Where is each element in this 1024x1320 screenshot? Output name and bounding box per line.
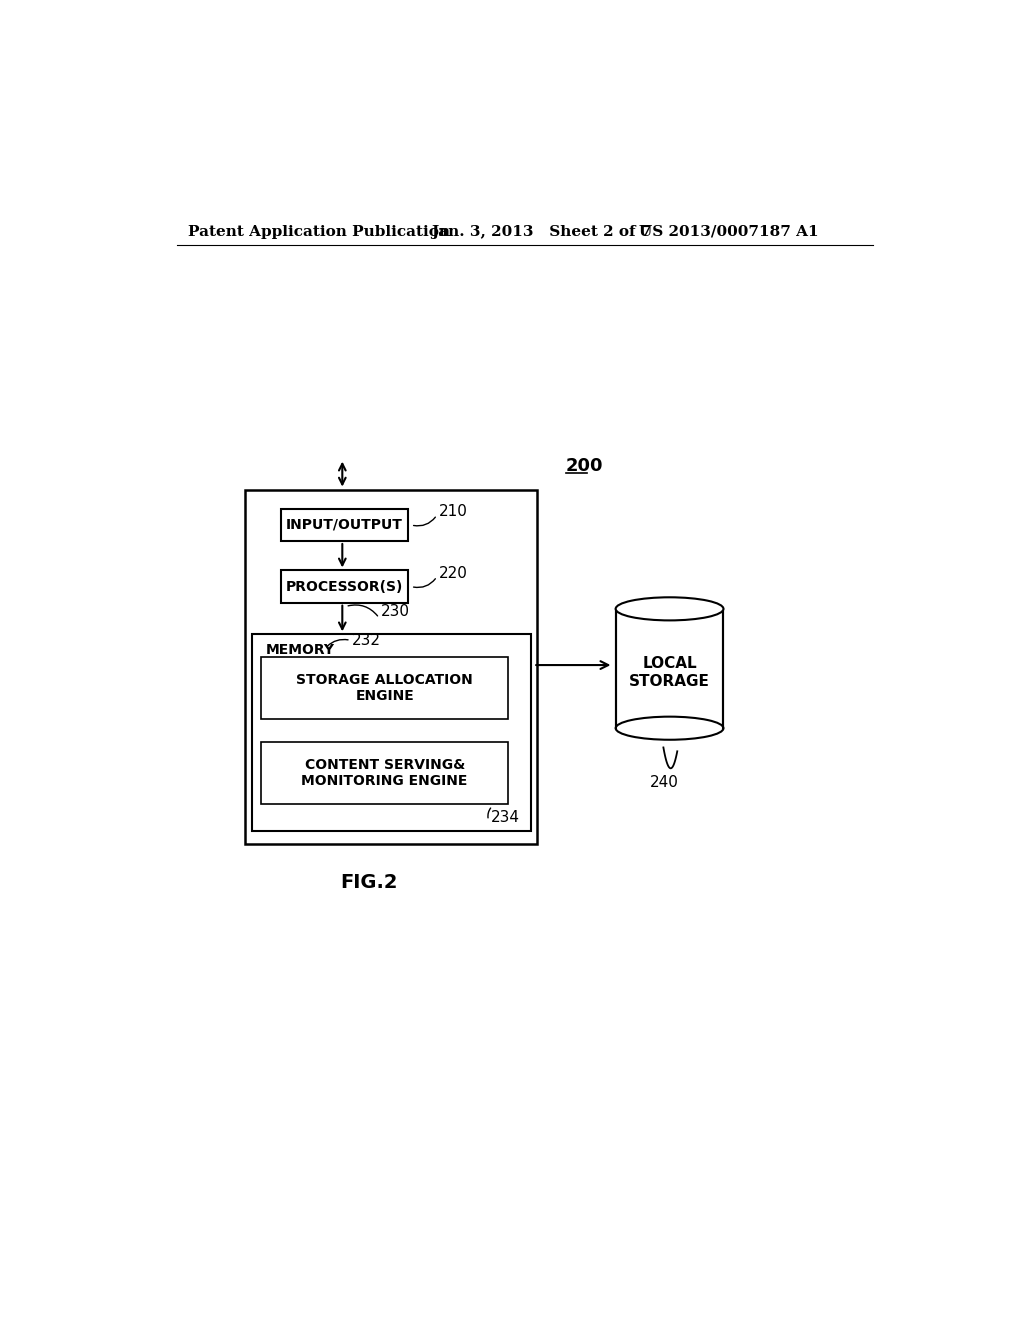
Bar — [261, 742, 508, 804]
Ellipse shape — [615, 717, 724, 739]
Text: PROCESSOR(S): PROCESSOR(S) — [286, 579, 402, 594]
Text: 234: 234 — [490, 810, 520, 825]
Bar — [281, 570, 408, 603]
Text: LOCAL
STORAGE: LOCAL STORAGE — [629, 656, 710, 689]
Text: 200: 200 — [565, 458, 603, 475]
Text: STORAGE ALLOCATION
ENGINE: STORAGE ALLOCATION ENGINE — [296, 673, 473, 704]
Text: Patent Application Publication: Patent Application Publication — [188, 224, 451, 239]
Text: FIG.2: FIG.2 — [341, 873, 398, 892]
Ellipse shape — [615, 598, 724, 620]
Text: Jan. 3, 2013   Sheet 2 of 7: Jan. 3, 2013 Sheet 2 of 7 — [431, 224, 651, 239]
Text: CONTENT SERVING&
MONITORING ENGINE: CONTENT SERVING& MONITORING ENGINE — [301, 758, 468, 788]
Text: 230: 230 — [381, 605, 410, 619]
Text: INPUT/OUTPUT: INPUT/OUTPUT — [286, 517, 402, 532]
Text: US 2013/0007187 A1: US 2013/0007187 A1 — [639, 224, 818, 239]
Text: 210: 210 — [438, 504, 467, 519]
Bar — [615, 609, 724, 729]
Bar — [281, 508, 408, 541]
Text: MEMORY: MEMORY — [266, 643, 335, 656]
Text: 220: 220 — [438, 566, 467, 581]
Bar — [252, 635, 531, 830]
Bar — [261, 657, 508, 719]
Text: 232: 232 — [352, 632, 381, 648]
Bar — [245, 490, 538, 843]
Text: 240: 240 — [650, 775, 679, 789]
